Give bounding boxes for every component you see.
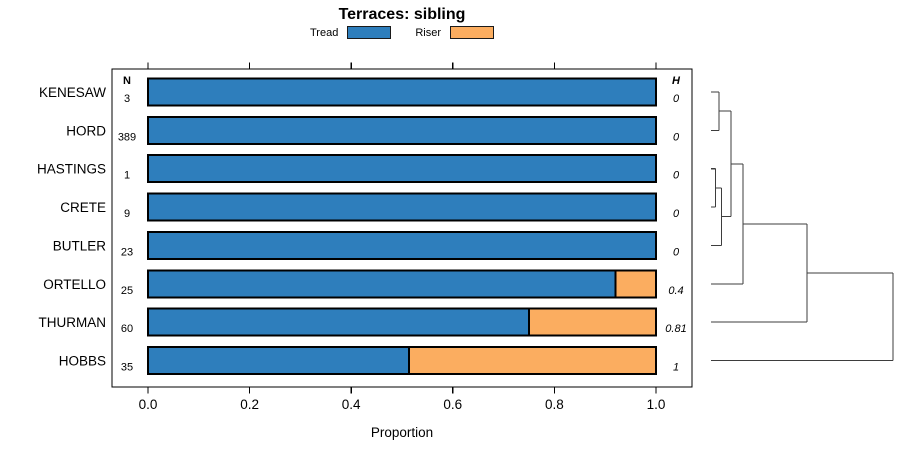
h-value-hobbs: 1 — [673, 362, 679, 374]
h-value-kenesaw: 0 — [673, 93, 680, 105]
legend-swatch-tread — [347, 26, 392, 39]
n-value-butler: 23 — [121, 246, 133, 258]
bar-hastings-tread — [147, 154, 657, 184]
n-value-kenesaw: 3 — [124, 93, 130, 105]
h-value-ortello: 0.4 — [668, 285, 683, 297]
bar-crete-tread — [147, 192, 657, 222]
chart-title: Terraces: sibling — [338, 6, 466, 23]
h-value-thurman: 0.81 — [665, 323, 686, 335]
legend-item-riser: Riser — [415, 26, 494, 39]
x-axis-title: Proportion — [371, 425, 433, 440]
x-axis-tick-label: 1.0 — [647, 397, 666, 412]
bar-hobbs-tread — [147, 346, 411, 376]
bar-thurman-tread — [147, 307, 530, 337]
bar-thurman-riser — [528, 307, 657, 337]
y-axis-label-crete: CRETE — [60, 200, 106, 215]
legend-swatch-riser — [450, 26, 494, 39]
legend: Tread Riser — [112, 26, 692, 39]
bar-ortello-riser — [614, 269, 657, 299]
y-axis-label-thurman: THURMAN — [39, 315, 107, 330]
x-axis-tick-label: 0.6 — [443, 397, 462, 412]
y-axis-label-kenesaw: KENESAW — [39, 85, 106, 100]
legend-item-tread: Tread — [310, 26, 392, 39]
legend-label-tread: Tread — [310, 26, 339, 39]
bar-hord-tread — [147, 115, 657, 145]
bar-butler-tread — [147, 230, 657, 260]
n-value-hord: 389 — [118, 131, 136, 143]
y-axis-label-hobbs: HOBBS — [59, 354, 106, 369]
n-value-hobbs: 35 — [121, 362, 133, 374]
x-axis-tick-label: 0.4 — [342, 397, 361, 412]
n-value-thurman: 60 — [121, 323, 133, 335]
n-value-hastings: 1 — [124, 170, 130, 182]
h-value-hastings: 0 — [673, 170, 680, 182]
n-value-ortello: 25 — [121, 285, 133, 297]
h-value-crete: 0 — [673, 208, 680, 220]
legend-label-riser: Riser — [415, 26, 441, 39]
x-axis-tick-label: 0.0 — [139, 397, 158, 412]
n-column-header: N — [123, 75, 131, 87]
bar-ortello-tread — [147, 269, 617, 299]
h-value-butler: 0 — [673, 246, 680, 258]
bar-hobbs-riser — [408, 346, 657, 376]
bar-kenesaw-tread — [147, 77, 657, 107]
n-value-crete: 9 — [124, 208, 130, 220]
y-axis-label-hastings: HASTINGS — [37, 162, 106, 177]
y-axis-label-ortello: ORTELLO — [43, 277, 106, 292]
y-axis-label-butler: BUTLER — [53, 238, 107, 253]
h-column-header: H — [672, 75, 681, 87]
x-axis-tick-label: 0.2 — [240, 397, 259, 412]
x-axis-tick-label: 0.8 — [545, 397, 564, 412]
h-value-hord: 0 — [673, 131, 680, 143]
y-axis-label-hord: HORD — [66, 123, 106, 138]
